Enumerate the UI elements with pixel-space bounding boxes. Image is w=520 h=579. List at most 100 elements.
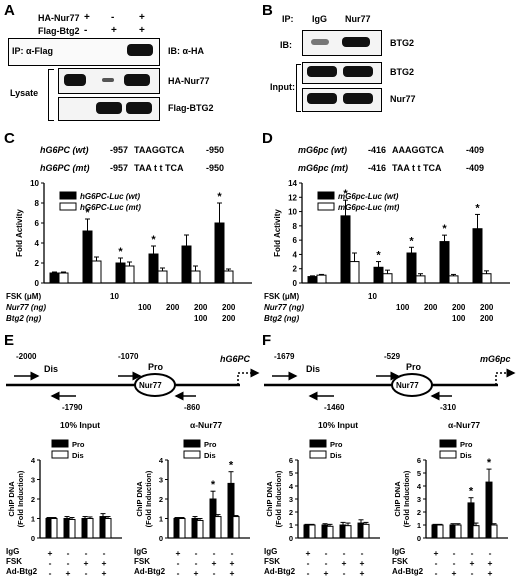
y-tick-label: 4 xyxy=(31,456,36,465)
y-axis-label: ChIP DNA xyxy=(135,481,144,517)
treat-label: IgG xyxy=(264,547,278,556)
seq-pos: -957 xyxy=(110,145,129,155)
y-tick-label: 6 xyxy=(35,219,40,228)
treat-mark: - xyxy=(67,558,70,568)
y-tick-label: 0 xyxy=(31,534,35,543)
treat-mark: - xyxy=(213,548,216,558)
y-axis-label: (Fold Induction) xyxy=(144,470,153,527)
mark: - xyxy=(111,12,115,23)
pos-label: -1460 xyxy=(324,403,345,412)
treat-label: Nur77 (ng) xyxy=(264,303,304,312)
treat-value: 200 xyxy=(480,303,494,312)
blot-label: Flag-BTG2 xyxy=(168,103,214,113)
band xyxy=(124,74,150,86)
legend-label: Pro xyxy=(204,440,217,449)
treat-value: 200 xyxy=(480,314,494,323)
treat-mark: + xyxy=(84,558,89,568)
legend-swatch xyxy=(183,439,201,448)
seq-gene: mG6pc (wt) xyxy=(298,145,348,155)
treat-mark: - xyxy=(471,568,474,578)
y-tick-label: 1 xyxy=(417,521,421,530)
treat-mark: - xyxy=(195,558,198,568)
lysate-label: Lysate xyxy=(10,88,39,98)
pos-label: -860 xyxy=(184,403,201,412)
treat-mark: - xyxy=(453,558,456,568)
treat-mark: + xyxy=(230,558,235,568)
mark: + xyxy=(139,12,145,23)
y-tick-label: 5 xyxy=(417,469,421,478)
legend-label: hG6PC-Luc (mt) xyxy=(80,203,141,212)
seq: AAAGGTCA xyxy=(392,145,444,155)
legend-swatch xyxy=(183,450,201,459)
treat-mark: + xyxy=(360,568,365,578)
input-label: Input: xyxy=(270,82,295,92)
legend-label: Pro xyxy=(460,440,473,449)
y-axis-label: (Fold Induction) xyxy=(16,470,25,527)
y-tick-label: 0 xyxy=(159,534,163,543)
treat-value: 200 xyxy=(222,303,236,312)
y-tick-label: 2 xyxy=(417,508,421,517)
treat-mark: - xyxy=(195,548,198,558)
treat-value: 100 xyxy=(138,303,152,312)
pro-label: Pro xyxy=(148,362,164,372)
treat-mark: - xyxy=(85,568,88,578)
legend-label: Dis xyxy=(460,451,472,460)
panel-label-d: D xyxy=(262,130,273,147)
significance-star: * xyxy=(118,246,123,258)
treat-label: FSK xyxy=(264,557,280,566)
significance-star: * xyxy=(409,235,414,247)
legend-label: mG6pc-Luc (mt) xyxy=(338,203,400,212)
seq: TAA t t TCA xyxy=(392,163,442,173)
significance-star: * xyxy=(469,486,474,498)
chart-title: 10% Input xyxy=(60,420,100,430)
treat-mark: - xyxy=(231,548,234,558)
treat-mark: - xyxy=(49,568,52,578)
mark: + xyxy=(139,25,145,36)
panel-label-e: E xyxy=(4,332,15,349)
pos-label: -310 xyxy=(440,403,457,412)
panel-label-c: C xyxy=(4,130,15,147)
y-tick-label: 10 xyxy=(30,179,39,188)
treat-value: 200 xyxy=(222,314,236,323)
treat-mark: - xyxy=(49,558,52,568)
y-tick-label: 2 xyxy=(293,265,298,274)
y-tick-label: 3 xyxy=(159,476,163,485)
legend-label: Dis xyxy=(204,451,216,460)
treat-mark: - xyxy=(177,558,180,568)
pos-label: -2000 xyxy=(16,352,37,361)
treat-mark: + xyxy=(342,558,347,568)
treat-mark: + xyxy=(194,568,199,578)
y-tick-label: 6 xyxy=(417,456,421,465)
seq-pos: -957 xyxy=(110,163,129,173)
band xyxy=(102,78,114,82)
significance-star: * xyxy=(85,207,90,219)
treat-mark: - xyxy=(325,558,328,568)
treat-mark: - xyxy=(325,548,328,558)
legend-swatch xyxy=(317,202,335,211)
treat-label: Btg2 (ng) xyxy=(6,314,42,323)
treat-mark: + xyxy=(212,558,217,568)
y-tick-label: 0 xyxy=(35,279,40,288)
seq-gene: hG6PC (mt) xyxy=(40,163,90,173)
band xyxy=(126,102,152,114)
y-tick-label: 2 xyxy=(289,508,293,517)
treat-mark: - xyxy=(435,568,438,578)
y-tick-label: 1 xyxy=(159,515,163,524)
input-bracket xyxy=(296,64,301,112)
treat-mark: + xyxy=(488,558,493,568)
y-tick-label: 2 xyxy=(31,495,35,504)
legend-swatch xyxy=(309,450,327,459)
blot-label: BTG2 xyxy=(390,67,415,77)
treat-mark: - xyxy=(361,548,364,558)
treat-mark: - xyxy=(307,558,310,568)
legend-label: Dis xyxy=(330,451,342,460)
blot-label: HA-Nur77 xyxy=(168,76,210,86)
legend-swatch xyxy=(51,450,69,459)
treat-mark: - xyxy=(471,548,474,558)
treat-label: IgG xyxy=(6,547,20,556)
seq-pos: -950 xyxy=(206,163,225,173)
panel-label-f: F xyxy=(262,332,272,349)
chart-title: α-Nur77 xyxy=(190,420,222,430)
legend-swatch xyxy=(59,202,77,211)
lysate-bracket xyxy=(48,69,54,121)
